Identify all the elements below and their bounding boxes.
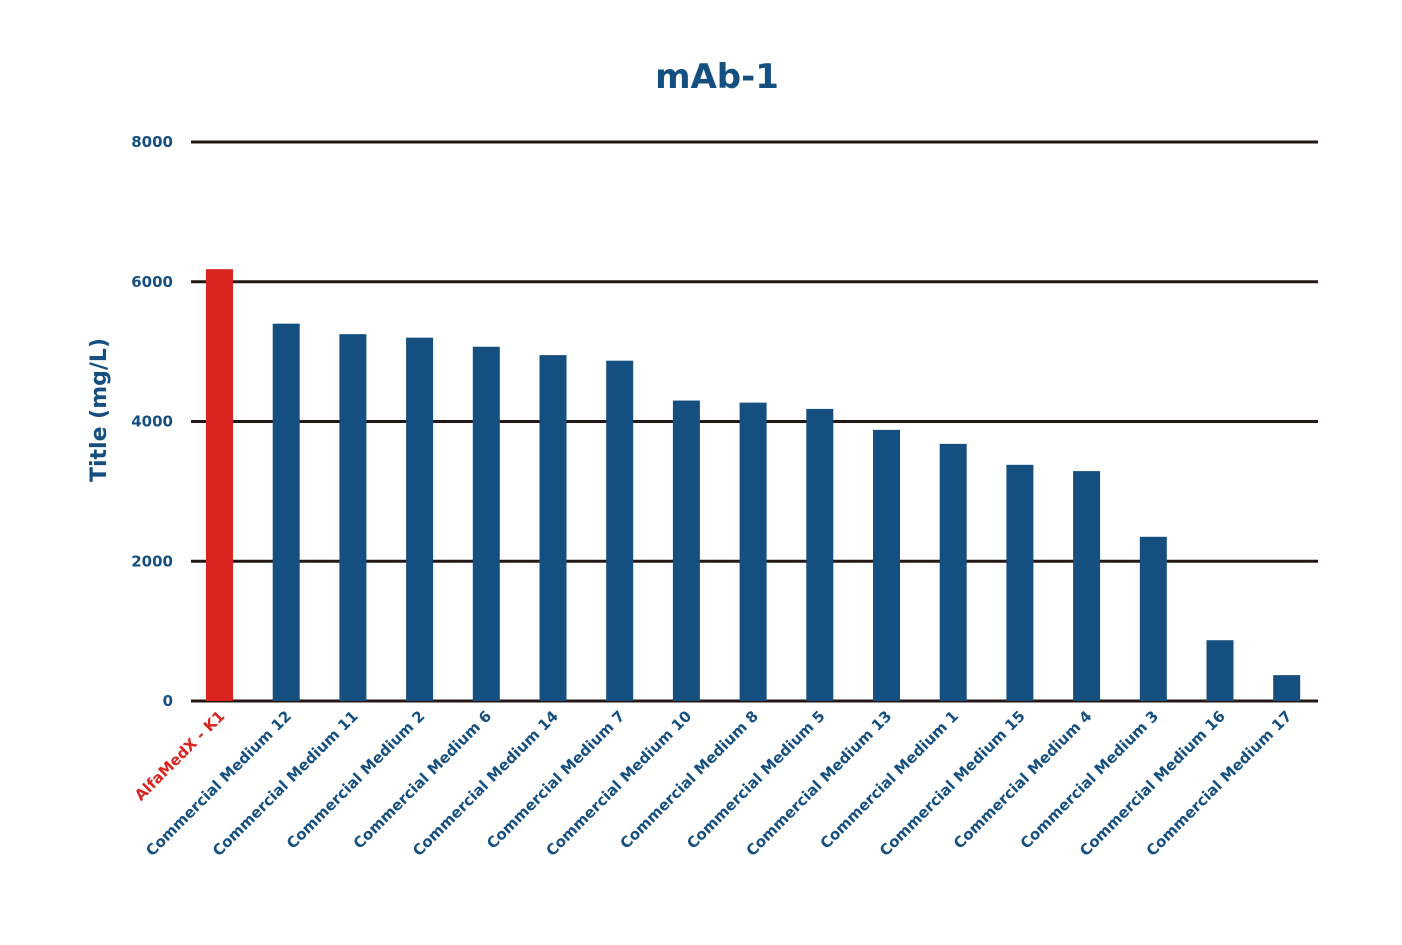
bar [1006,464,1034,701]
y-tick-label: 0 [163,692,173,710]
y-tick-label: 6000 [131,273,173,291]
bar [739,402,767,701]
bar [672,400,700,701]
bar [472,346,500,701]
bar [1139,536,1167,701]
x-tick-label: Commercial Medium 2 [283,707,428,852]
chart-title: mAb-1 [655,57,779,97]
bar [406,337,434,701]
y-tick-label: 8000 [131,133,173,151]
bar [939,443,967,701]
bar [1273,675,1301,701]
x-tick-label: Commercial Medium 17 [1143,707,1296,860]
bar [206,269,233,701]
y-axis-label: Title (mg/L) [87,338,112,482]
x-tick-label: Commercial Medium 7 [483,707,628,852]
x-tick-label: Commercial Medium 1 [817,707,962,852]
x-tick-label: Commercial Medium 3 [1017,707,1162,852]
x-tick-label: Commercial Medium 8 [617,707,762,852]
bar [873,429,900,701]
bar [606,360,634,701]
x-tick-label: Commercial Medium 5 [683,707,828,852]
bar [339,334,367,701]
bar [1073,471,1101,701]
bar [1206,640,1234,701]
x-tick-label: Commercial Medium 4 [950,707,1095,852]
bar [272,323,300,701]
bar [806,408,834,701]
x-tick-label: Commercial Medium 6 [350,707,495,852]
bar [539,355,567,701]
y-tick-label: 2000 [131,552,173,570]
y-tick-label: 4000 [131,413,173,431]
